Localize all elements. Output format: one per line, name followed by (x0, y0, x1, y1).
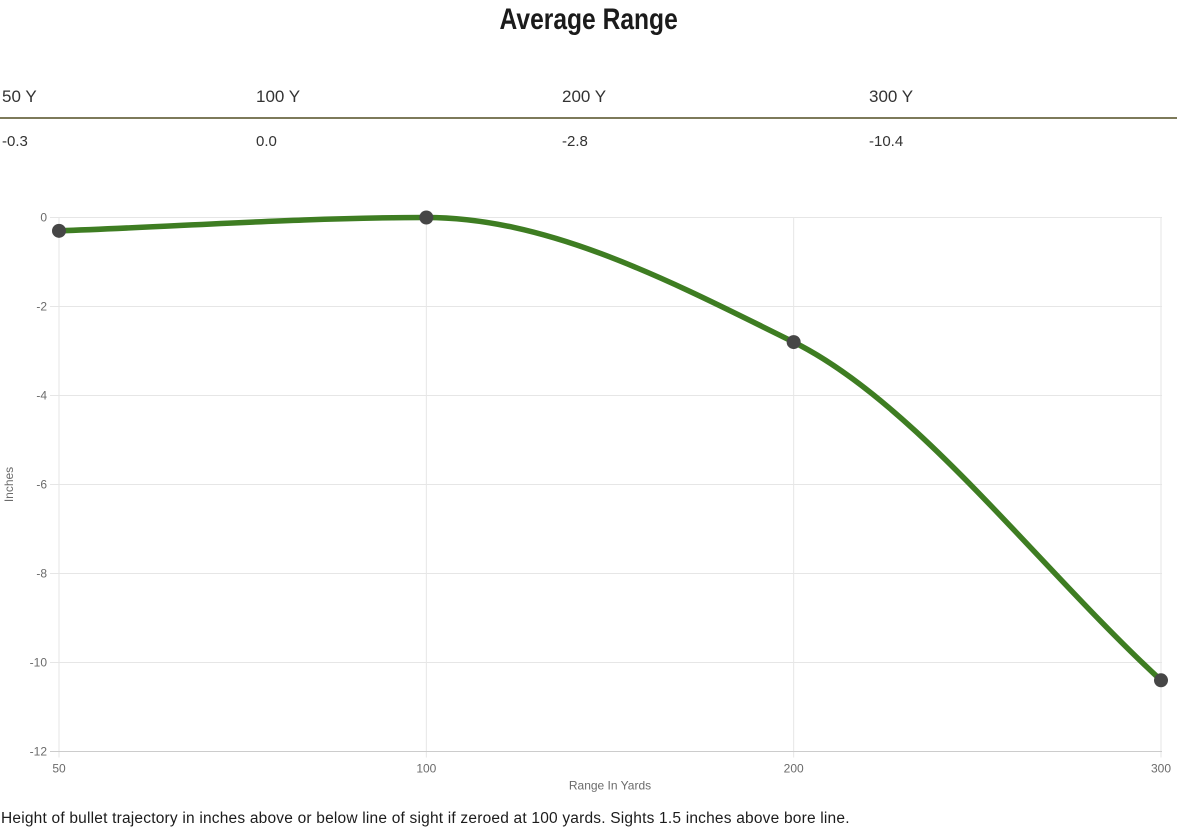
range-summary-table: 50 Y 100 Y 200 Y 300 Y -0.3 0.0 -2.8 -10… (0, 0, 1177, 170)
y-tick-label: -2 (36, 300, 47, 314)
x-tick-label: 50 (52, 762, 66, 776)
y-tick-label: -10 (30, 656, 48, 670)
trajectory-line (56, 214, 1164, 684)
range-value-100y: 0.0 (256, 133, 277, 150)
x-axis-title: Range In Yards (569, 779, 651, 793)
y-tick-label: 0 (40, 211, 47, 225)
data-point-marker[interactable] (1154, 673, 1168, 688)
data-point-marker[interactable] (52, 223, 66, 238)
page-title-text: Average Range (499, 3, 678, 36)
y-tick-label: -8 (36, 567, 47, 581)
y-tick-label: -6 (36, 478, 47, 492)
x-tick-label: 300 (1151, 762, 1171, 776)
data-point-marker[interactable] (786, 335, 801, 350)
range-label-300y: 300 Y (869, 87, 914, 106)
y-tick-label: -12 (30, 745, 48, 759)
data-point-marker[interactable] (419, 210, 434, 225)
range-value-200y: -2.8 (562, 133, 588, 150)
range-label-200y: 200 Y (562, 87, 607, 106)
x-tick-label: 100 (416, 762, 436, 776)
chart-caption: Height of bullet trajectory in inches ab… (1, 810, 850, 827)
page-title: Average Range (0, 3, 1177, 41)
y-tick-label: -4 (36, 389, 47, 403)
summary-divider-line (0, 117, 1177, 119)
range-label-100y: 100 Y (256, 87, 301, 106)
range-value-300y: -10.4 (869, 133, 904, 150)
x-tick-label: 200 (784, 762, 804, 776)
range-label-50y: 50 Y (2, 87, 37, 106)
y-axis-title: Inches (2, 467, 16, 502)
range-value-50y: -0.3 (2, 133, 28, 150)
